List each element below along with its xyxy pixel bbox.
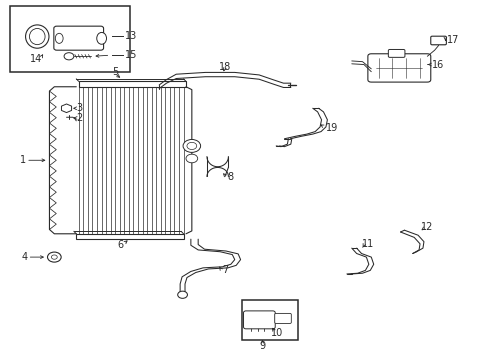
- Circle shape: [185, 154, 197, 163]
- Bar: [10, 6, 130, 72]
- Text: 15: 15: [125, 50, 137, 60]
- Text: 9: 9: [259, 341, 264, 351]
- Text: 1: 1: [20, 155, 26, 165]
- Bar: [242, 300, 298, 339]
- Text: 13: 13: [125, 31, 137, 41]
- Text: 3: 3: [76, 103, 82, 113]
- Circle shape: [183, 139, 200, 152]
- FancyBboxPatch shape: [243, 311, 275, 329]
- FancyBboxPatch shape: [367, 54, 430, 82]
- Circle shape: [47, 252, 61, 262]
- FancyBboxPatch shape: [430, 36, 446, 45]
- Ellipse shape: [97, 32, 106, 44]
- Text: 8: 8: [227, 172, 233, 182]
- Polygon shape: [79, 81, 185, 87]
- Text: 2: 2: [76, 113, 82, 123]
- FancyBboxPatch shape: [54, 26, 103, 50]
- Text: 10: 10: [271, 328, 283, 338]
- Ellipse shape: [55, 33, 63, 43]
- Text: 6: 6: [118, 240, 123, 250]
- Ellipse shape: [29, 28, 45, 45]
- FancyBboxPatch shape: [387, 49, 404, 57]
- Polygon shape: [76, 234, 183, 239]
- Text: 19: 19: [325, 123, 338, 133]
- Text: 14: 14: [30, 54, 42, 64]
- Text: 4: 4: [21, 252, 27, 262]
- Circle shape: [64, 53, 74, 60]
- Text: 16: 16: [431, 60, 444, 70]
- FancyBboxPatch shape: [274, 314, 291, 323]
- Text: 5: 5: [112, 67, 118, 77]
- Ellipse shape: [25, 25, 49, 48]
- Circle shape: [186, 142, 196, 149]
- Circle shape: [51, 255, 57, 259]
- Text: 12: 12: [420, 222, 432, 231]
- Text: 11: 11: [361, 239, 373, 249]
- Text: 18: 18: [219, 62, 231, 72]
- Text: 7: 7: [222, 265, 228, 275]
- Text: 17: 17: [446, 35, 458, 45]
- Ellipse shape: [177, 291, 187, 298]
